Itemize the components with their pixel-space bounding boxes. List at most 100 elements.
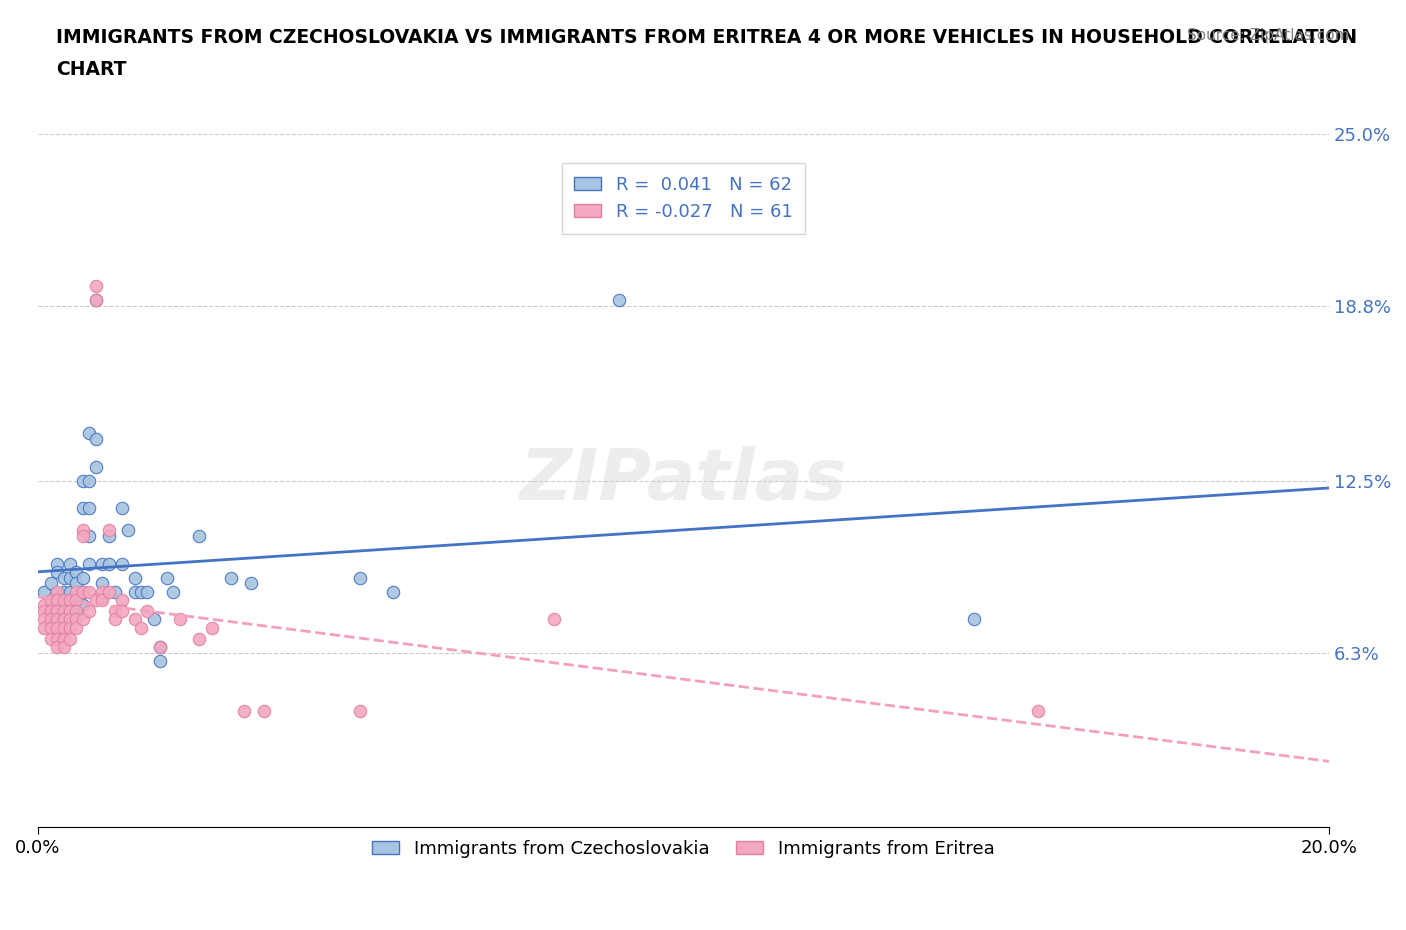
Point (110, 592, 132, 607)
Point (72, 598, 94, 613)
Legend: Immigrants from Czechoslovakia, Immigrants from Eritrea: Immigrants from Czechoslovakia, Immigran… (363, 830, 1004, 867)
Point (253, 703, 276, 718)
Point (52, 612, 75, 627)
Point (59, 570, 82, 585)
Point (169, 612, 191, 627)
Point (52, 620, 75, 635)
Point (84, 459, 107, 474)
Point (39, 631, 62, 646)
Point (129, 620, 152, 635)
Text: CHART: CHART (56, 60, 127, 79)
Point (124, 570, 146, 585)
Point (72, 501, 94, 516)
Point (46, 640, 69, 655)
Point (104, 584, 127, 599)
Point (543, 612, 565, 627)
Point (65, 604, 87, 618)
Point (46, 556, 69, 571)
Point (52, 612, 75, 627)
Point (349, 570, 371, 585)
Point (72, 612, 94, 627)
Point (124, 584, 146, 599)
Point (124, 612, 146, 627)
Point (91, 584, 114, 599)
Point (97, 523, 120, 538)
Point (59, 598, 82, 613)
Point (52, 570, 75, 585)
Point (963, 612, 986, 627)
Point (46, 631, 69, 646)
Point (65, 612, 87, 627)
Point (84, 293, 107, 308)
Text: Source: ZipAtlas.com: Source: ZipAtlas.com (1187, 28, 1350, 43)
Point (32, 584, 55, 599)
Point (59, 620, 82, 635)
Point (52, 604, 75, 618)
Point (46, 612, 69, 627)
Point (65, 592, 87, 607)
Point (201, 620, 224, 635)
Point (46, 592, 69, 607)
Point (65, 604, 87, 618)
Point (149, 640, 172, 655)
Point (46, 565, 69, 579)
Point (79, 528, 101, 543)
Point (52, 618, 75, 632)
Point (52, 604, 75, 618)
Point (188, 528, 211, 543)
Point (52, 584, 75, 599)
Point (39, 576, 62, 591)
Point (91, 556, 114, 571)
Point (65, 584, 87, 599)
Point (79, 584, 101, 599)
Point (79, 604, 101, 618)
Point (72, 528, 94, 543)
Point (91, 576, 114, 591)
Point (39, 598, 62, 613)
Point (79, 473, 101, 488)
Point (52, 592, 75, 607)
Point (32, 604, 55, 618)
Point (59, 620, 82, 635)
Point (129, 584, 152, 599)
Point (65, 590, 87, 604)
Point (84, 279, 107, 294)
Point (59, 612, 82, 627)
Point (233, 703, 256, 718)
Point (117, 523, 139, 538)
Point (46, 590, 69, 604)
Point (97, 556, 120, 571)
Point (52, 640, 75, 655)
Point (91, 592, 114, 607)
Point (381, 584, 404, 599)
Point (65, 565, 87, 579)
Point (72, 570, 94, 585)
Point (65, 612, 87, 627)
Point (59, 631, 82, 646)
Point (149, 640, 172, 655)
Point (39, 604, 62, 618)
Point (104, 612, 127, 627)
Point (32, 612, 55, 627)
Point (72, 584, 94, 599)
Point (156, 570, 179, 585)
Point (59, 612, 82, 627)
Point (110, 556, 132, 571)
Point (59, 604, 82, 618)
Point (84, 592, 107, 607)
Point (72, 584, 94, 599)
Point (91, 590, 114, 604)
Point (104, 604, 127, 618)
Point (65, 620, 87, 635)
Point (110, 604, 132, 618)
Point (110, 501, 132, 516)
Point (39, 612, 62, 627)
Point (59, 584, 82, 599)
Point (239, 576, 262, 591)
Point (46, 604, 69, 618)
Point (79, 556, 101, 571)
Point (46, 620, 69, 635)
Point (162, 584, 184, 599)
Point (84, 293, 107, 308)
Point (32, 620, 55, 635)
